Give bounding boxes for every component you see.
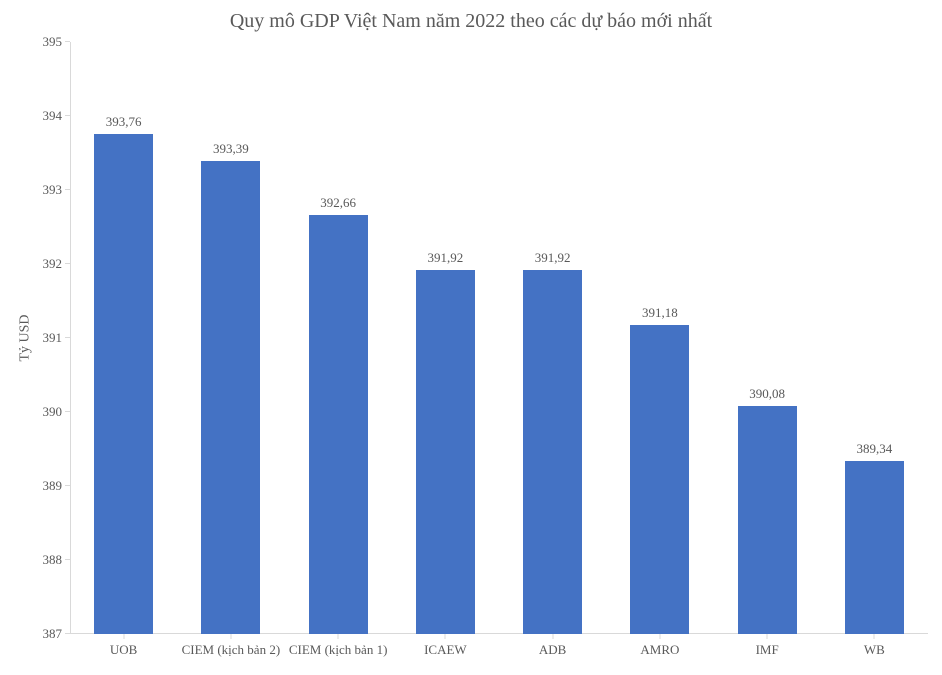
bar-slot: 391,92: [392, 42, 499, 634]
x-tick-label: WB: [864, 634, 885, 658]
y-tick-label: 394: [43, 108, 71, 124]
bar: 392,66: [309, 215, 368, 634]
x-tick-label: CIEM (kịch bản 2): [182, 634, 281, 658]
y-tick-label: 388: [43, 552, 71, 568]
bar-slot: 391,92: [499, 42, 606, 634]
x-tick-label: CIEM (kịch bản 1): [289, 634, 388, 658]
bar-value-label: 391,92: [535, 250, 571, 270]
plot-area: 387388389390391392393394395 393,76393,39…: [70, 42, 928, 634]
bar-slot: 393,76: [70, 42, 177, 634]
bar-slot: 390,08: [714, 42, 821, 634]
chart-title: Quy mô GDP Việt Nam năm 2022 theo các dự…: [0, 10, 942, 33]
bar: 393,76: [94, 134, 153, 634]
x-tick-label: ICAEW: [424, 634, 467, 658]
y-tick-label: 390: [43, 404, 71, 420]
bar-value-label: 389,34: [856, 441, 892, 461]
x-tick-label: AMRO: [640, 634, 679, 658]
x-tick-label: ADB: [539, 634, 566, 658]
bar: 390,08: [738, 406, 797, 634]
bar: 391,92: [523, 270, 582, 634]
y-tick-label: 392: [43, 256, 71, 272]
y-tick-label: 395: [43, 34, 71, 50]
bar-slot: 391,18: [606, 42, 713, 634]
x-tick-label: UOB: [110, 634, 137, 658]
bar: 391,18: [630, 325, 689, 634]
bars-group: 393,76393,39392,66391,92391,92391,18390,…: [70, 42, 928, 634]
bar-value-label: 392,66: [320, 195, 356, 215]
bar-value-label: 391,92: [427, 250, 463, 270]
y-tick-label: 391: [43, 330, 71, 346]
bar-value-label: 393,76: [106, 114, 142, 134]
bar-slot: 393,39: [177, 42, 284, 634]
bar-value-label: 390,08: [749, 386, 785, 406]
y-tick-label: 389: [43, 478, 71, 494]
bar-slot: 392,66: [285, 42, 392, 634]
bar: 389,34: [845, 461, 904, 634]
bar-value-label: 391,18: [642, 305, 678, 325]
y-axis-label: Tỷ USD: [18, 314, 34, 361]
gdp-forecast-chart: Quy mô GDP Việt Nam năm 2022 theo các dự…: [0, 0, 942, 675]
bar-slot: 389,34: [821, 42, 928, 634]
bar-value-label: 393,39: [213, 141, 249, 161]
y-tick-label: 387: [43, 626, 71, 642]
bar: 391,92: [416, 270, 475, 634]
x-tick-label: IMF: [756, 634, 779, 658]
bar: 393,39: [201, 161, 260, 634]
y-tick-label: 393: [43, 182, 71, 198]
